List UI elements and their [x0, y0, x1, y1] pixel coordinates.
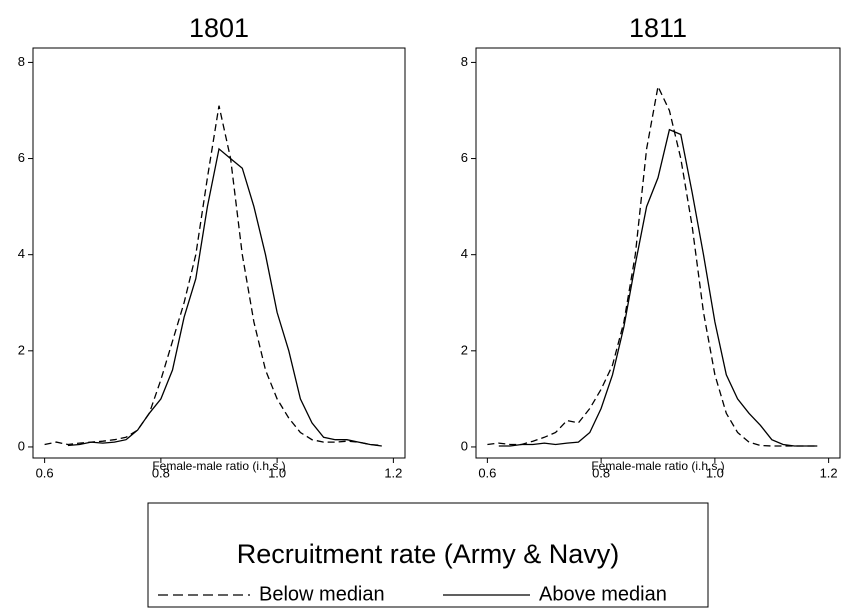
y-tick-label: 2 — [18, 342, 25, 357]
legend-box — [147, 502, 709, 608]
legend-label: Below median — [259, 583, 385, 605]
x-axis-label: Female-male ratio (i.h.s.) — [591, 459, 724, 473]
legend-label: Above median — [539, 583, 667, 605]
legend-title: Recruitment rate (Army & Navy) — [237, 539, 620, 569]
plot-frame — [475, 47, 841, 459]
y-tick-label: 6 — [18, 150, 25, 165]
x-tick-label: 1.2 — [820, 465, 838, 480]
y-tick-label: 0 — [461, 438, 468, 453]
y-tick-label: 2 — [461, 342, 468, 357]
x-tick-label: 0.8 — [152, 465, 170, 480]
y-tick-label: 6 — [461, 150, 468, 165]
x-tick-label: 0.6 — [36, 465, 54, 480]
x-tick-label: 0.8 — [592, 465, 610, 480]
y-tick-label: 8 — [18, 54, 25, 69]
y-tick-label: 4 — [461, 246, 468, 261]
y-tick-label: 8 — [461, 54, 468, 69]
y-tick-label: 0 — [18, 438, 25, 453]
density-line — [67, 147, 382, 447]
x-tick-label: 1.2 — [384, 465, 402, 480]
x-axis-label: Female-male ratio (i.h.s.) — [152, 459, 285, 473]
plot-frame — [32, 47, 406, 459]
density-line — [44, 105, 382, 447]
x-tick-label: 1.0 — [706, 465, 724, 480]
x-tick-label: 1.0 — [268, 465, 286, 480]
x-tick-label: 0.6 — [478, 465, 496, 480]
density-line — [487, 84, 818, 447]
panel-title: 1811 — [629, 13, 687, 43]
y-tick-label: 4 — [18, 246, 25, 261]
density-line — [498, 128, 818, 447]
panel-title: 1801 — [189, 13, 249, 43]
